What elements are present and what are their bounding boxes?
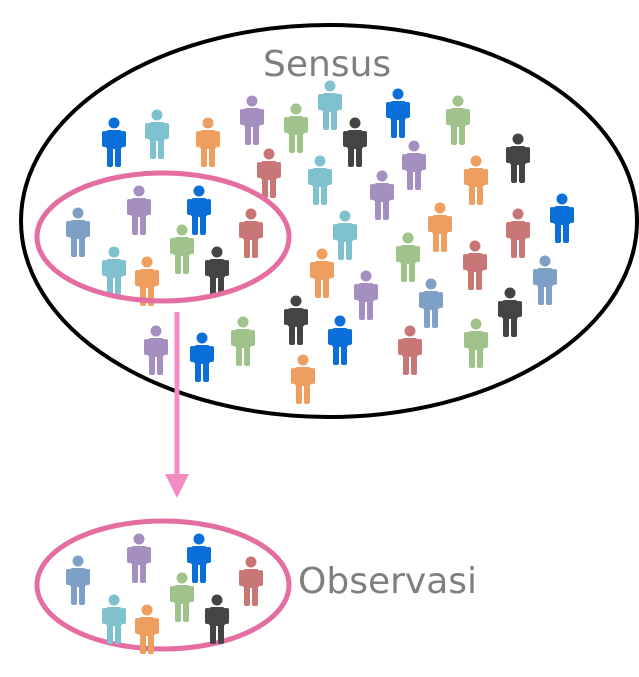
person-icon <box>333 210 357 260</box>
person-icon <box>127 185 151 235</box>
population-ellipse <box>19 23 639 419</box>
person-icon <box>506 208 530 258</box>
person-icon <box>66 555 90 605</box>
person-icon <box>386 88 410 138</box>
person-icon <box>187 185 211 235</box>
person-icon <box>239 208 263 258</box>
person-icon <box>291 354 315 404</box>
person-icon <box>240 95 264 145</box>
person-icon <box>428 202 452 252</box>
sampling-arrow <box>165 312 189 498</box>
person-icon <box>239 556 263 606</box>
person-icon <box>190 332 214 382</box>
person-icon <box>170 572 194 622</box>
person-icon <box>205 594 229 644</box>
person-icon <box>550 193 574 243</box>
person-icon <box>419 278 443 328</box>
person-icon <box>310 248 334 298</box>
person-icon <box>127 533 151 583</box>
person-icon <box>370 170 394 220</box>
person-icon <box>446 95 470 145</box>
person-icon <box>318 80 342 130</box>
person-icon <box>354 270 378 320</box>
person-icon <box>231 316 255 366</box>
person-icon <box>66 207 90 257</box>
person-icon <box>144 325 168 375</box>
person-icon <box>145 109 169 159</box>
person-icon <box>506 133 530 183</box>
person-icon <box>284 295 308 345</box>
person-icon <box>102 246 126 296</box>
person-icon <box>284 103 308 153</box>
person-icon <box>196 117 220 167</box>
person-icon <box>102 117 126 167</box>
population-label: Sensus <box>263 44 392 85</box>
person-icon <box>187 533 211 583</box>
person-icon <box>308 155 332 205</box>
person-icon <box>343 117 367 167</box>
person-icon <box>205 246 229 296</box>
person-icon <box>102 594 126 644</box>
person-icon <box>464 318 488 368</box>
sample-ellipse <box>34 518 292 652</box>
person-icon <box>398 325 422 375</box>
person-icon <box>257 148 281 198</box>
person-icon <box>396 232 420 282</box>
sample-label: Observasi <box>298 561 478 602</box>
person-icon <box>498 287 522 337</box>
sample-selection-ellipse <box>34 170 292 304</box>
person-icon <box>533 255 557 305</box>
person-icon <box>463 240 487 290</box>
person-icon <box>170 224 194 274</box>
person-icon <box>402 140 426 190</box>
person-icon <box>328 315 352 365</box>
person-icon <box>464 155 488 205</box>
